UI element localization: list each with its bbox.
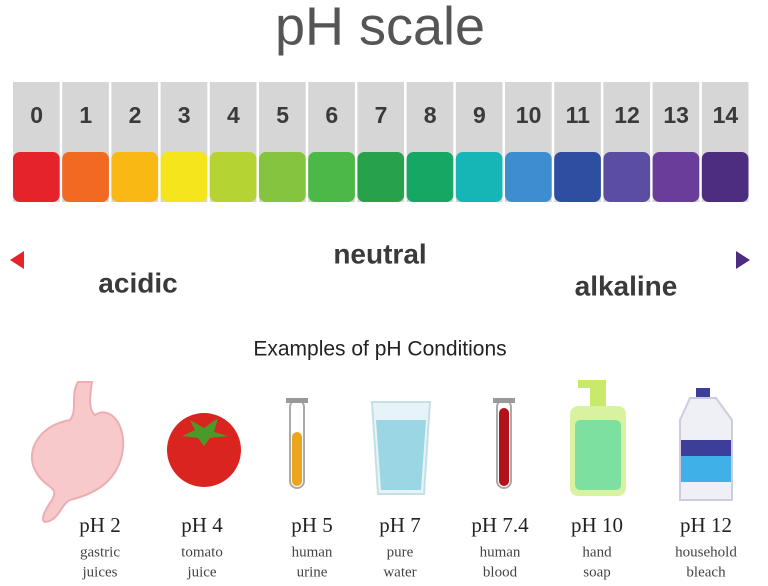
- example-description: hand: [582, 544, 612, 560]
- scale-number: 7: [375, 102, 388, 128]
- scale-color: [160, 152, 208, 202]
- acid-arrowhead: [10, 251, 24, 269]
- example-ph: pH 2: [79, 513, 120, 537]
- example-ph: pH 7: [379, 513, 420, 537]
- example-description: bleach: [686, 564, 726, 580]
- example-description: human: [292, 544, 333, 560]
- bleach-cap: [696, 388, 710, 398]
- scale-number: 1: [79, 102, 92, 128]
- scale-number: 0: [30, 102, 43, 128]
- example-ph: pH 10: [571, 513, 623, 537]
- scale-number: 3: [178, 102, 191, 128]
- examples: pH 2 gastric juices pH 4 tomato juice pH 5 huma…: [79, 513, 737, 581]
- scale-color: [505, 152, 552, 202]
- soap-pump: [590, 388, 606, 408]
- examples-title: Examples of pH Conditions: [253, 338, 506, 361]
- example-description: gastric: [80, 544, 120, 560]
- alkaline-label: alkaline: [575, 270, 678, 301]
- tomato-leaf: [182, 418, 228, 446]
- soap-nozzle: [578, 380, 606, 388]
- neutral-label: neutral: [333, 238, 426, 269]
- scale-number: 14: [713, 102, 739, 128]
- urine-tube-rim: [286, 398, 308, 403]
- blood-liquid: [499, 408, 509, 486]
- scale-color: [554, 152, 601, 202]
- scale-color: [308, 152, 355, 202]
- example-description: juice: [186, 564, 216, 580]
- scale-color: [209, 152, 257, 202]
- bleach-band: [681, 440, 731, 456]
- example-description: pure: [387, 544, 414, 560]
- example-description: soap: [583, 564, 611, 580]
- stomach-icon: [30, 381, 125, 524]
- water-liquid: [376, 420, 426, 490]
- alkaline-arrowhead: [736, 251, 750, 269]
- scale-number: 12: [614, 102, 640, 128]
- example-description: human: [480, 544, 521, 560]
- example-description: blood: [483, 564, 518, 580]
- example-description: household: [675, 544, 737, 560]
- scale-color: [603, 152, 651, 202]
- acidic-label: acidic: [98, 267, 177, 298]
- scale-color: [406, 152, 454, 202]
- scale-number: 10: [516, 102, 542, 128]
- scale-number: 8: [424, 102, 437, 128]
- example-description: urine: [297, 564, 328, 580]
- title: pH scale: [275, 0, 485, 56]
- scale-color: [13, 152, 60, 202]
- tomato-icon: [167, 413, 241, 487]
- example-description: juices: [82, 564, 118, 580]
- scale-color: [259, 152, 306, 202]
- scale-number: 6: [325, 102, 338, 128]
- soap-liquid: [575, 420, 621, 490]
- scale-number: 4: [227, 102, 240, 128]
- bleach-label: [681, 456, 731, 482]
- scale-color: [455, 152, 503, 202]
- scale-color: [111, 152, 159, 202]
- example-ph: pH 5: [291, 513, 332, 537]
- scale-color: [357, 152, 405, 202]
- scale: 0 1 2 3 4 5 6 7 8 9 10 11 12 13 14: [13, 82, 749, 202]
- scale-number: 2: [129, 102, 142, 128]
- scale-color: [652, 152, 700, 202]
- example-ph: pH 12: [680, 513, 732, 537]
- scale-number: 5: [276, 102, 289, 128]
- scale-number: 13: [663, 102, 689, 128]
- scale-color: [701, 152, 749, 202]
- scale-number: 11: [566, 102, 591, 128]
- example-description: water: [383, 564, 416, 580]
- urine-liquid: [292, 432, 302, 486]
- example-ph: pH 7.4: [471, 513, 529, 537]
- scale-color: [62, 152, 109, 202]
- blood-tube-rim: [493, 398, 515, 403]
- example-ph: pH 4: [181, 513, 223, 537]
- example-description: tomato: [181, 544, 223, 560]
- scale-number: 9: [473, 102, 486, 128]
